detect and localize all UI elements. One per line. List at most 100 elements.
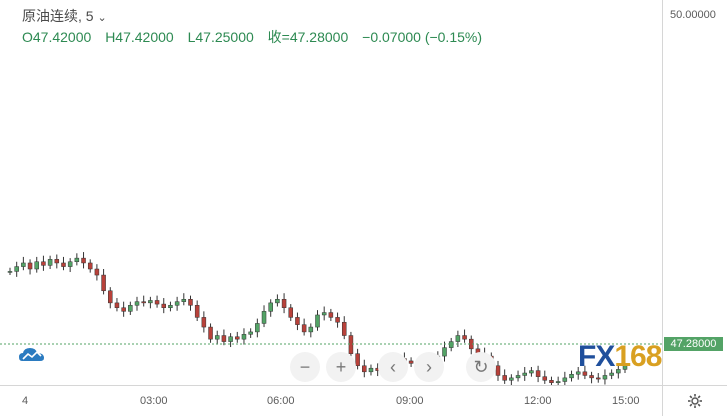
candle-body <box>41 261 46 266</box>
candle-body <box>34 261 39 270</box>
candle-body <box>348 335 354 354</box>
candle-body <box>295 317 300 325</box>
time-label: 12:00 <box>524 395 552 407</box>
candle-body <box>7 271 13 273</box>
candle-body <box>261 311 267 324</box>
scroll-right-button[interactable]: › <box>414 352 444 382</box>
candle-body <box>87 262 93 270</box>
candle-body <box>535 370 541 377</box>
candle-body <box>21 262 26 267</box>
candle-body <box>194 305 200 318</box>
candle-body <box>542 376 548 381</box>
legend: 原油连续, 5 ⌄ O47.42000 H47.42000 L47.25000 … <box>22 6 492 48</box>
candle-body <box>549 380 554 383</box>
symbol-row[interactable]: 原油连续, 5 ⌄ <box>22 6 492 27</box>
candle-body <box>154 300 160 305</box>
candle-body <box>509 377 514 381</box>
price-axis[interactable] <box>662 0 727 385</box>
candle-body <box>408 360 414 364</box>
candle-body <box>47 259 53 266</box>
candle-body <box>609 372 614 376</box>
candle-body <box>455 335 461 342</box>
candle-body <box>188 298 193 306</box>
candle-body <box>248 331 253 335</box>
candle-body <box>288 307 294 318</box>
candle-body <box>221 335 227 342</box>
zoom-in-button[interactable]: + <box>326 352 356 382</box>
candle-body <box>328 312 334 318</box>
candle-body <box>502 375 507 381</box>
candle-body <box>201 317 207 328</box>
candle-body <box>589 375 594 379</box>
chevron-down-icon[interactable]: ⌄ <box>97 12 107 24</box>
candle-body <box>141 301 146 304</box>
candle-body <box>81 257 86 264</box>
candle-body <box>101 274 106 292</box>
settings-button[interactable] <box>662 385 727 416</box>
candle-body <box>235 336 240 340</box>
candle-body <box>335 317 340 323</box>
reset-chart-button[interactable]: ↻ <box>466 352 496 382</box>
candle-body <box>362 365 367 373</box>
candle-body <box>275 298 280 304</box>
candle-body <box>114 302 120 308</box>
fx168-watermark: FX168 <box>578 340 662 373</box>
candle-body <box>181 298 187 302</box>
candle-body <box>616 369 621 374</box>
candle-body <box>301 324 307 333</box>
candle-body <box>94 268 100 276</box>
cloud-logo-icon <box>19 348 44 361</box>
candle-body <box>128 305 133 312</box>
candle-body <box>462 335 467 340</box>
candle-body <box>355 353 360 367</box>
candle-body <box>562 377 568 382</box>
tradingview-logo[interactable] <box>18 345 46 370</box>
scroll-left-button[interactable]: ‹ <box>378 352 408 382</box>
candle-body <box>315 314 320 328</box>
candle-body <box>515 375 521 379</box>
time-label: 15:00 <box>612 395 640 407</box>
candle-body <box>575 371 581 375</box>
candle-body <box>228 336 233 342</box>
candle-body <box>255 323 260 333</box>
candle-body <box>241 334 247 340</box>
candle-body <box>214 335 220 340</box>
candle-body <box>14 266 19 272</box>
chart-area[interactable] <box>0 0 662 389</box>
candle-body <box>582 371 588 376</box>
zoom-controls: − + ‹ › ↻ <box>290 352 496 382</box>
candle-body <box>134 301 140 306</box>
change-value: −0.07000 (−0.15%) <box>362 29 483 45</box>
time-label: 06:00 <box>267 395 295 407</box>
candle-body <box>442 347 447 357</box>
candle-body <box>208 326 213 340</box>
candlestick-series <box>0 252 662 389</box>
candle-body <box>622 365 628 370</box>
candle-body <box>321 312 327 316</box>
candle-body <box>368 367 374 373</box>
candle-body <box>27 262 33 270</box>
time-axis[interactable]: 4 03:00 06:00 09:00 12:00 15:00 <box>0 385 662 416</box>
ohlc-row: O47.42000 H47.42000 L47.25000 收=47.28000… <box>22 27 492 48</box>
candle-body <box>54 259 60 264</box>
symbol-label[interactable]: 原油连续, 5 <box>22 8 94 24</box>
candle-body <box>495 365 501 376</box>
candle-body <box>341 321 347 336</box>
candle-body <box>61 262 66 267</box>
candle-body <box>121 307 126 312</box>
zoom-out-button[interactable]: − <box>290 352 320 382</box>
candle-body <box>108 290 113 304</box>
candle-body <box>448 341 454 348</box>
candle-body <box>174 301 180 306</box>
candle-body <box>569 373 574 379</box>
candle-body <box>67 261 73 267</box>
candle-body <box>596 377 601 380</box>
close-value: 收=47.28000 <box>267 29 349 45</box>
candle-body <box>529 370 534 374</box>
high-value: H47.42000 <box>105 29 174 45</box>
candle-body <box>555 381 561 383</box>
candle-body <box>268 302 273 312</box>
gear-icon <box>688 394 702 408</box>
candle-body <box>161 303 166 308</box>
time-label: 09:00 <box>396 395 424 407</box>
